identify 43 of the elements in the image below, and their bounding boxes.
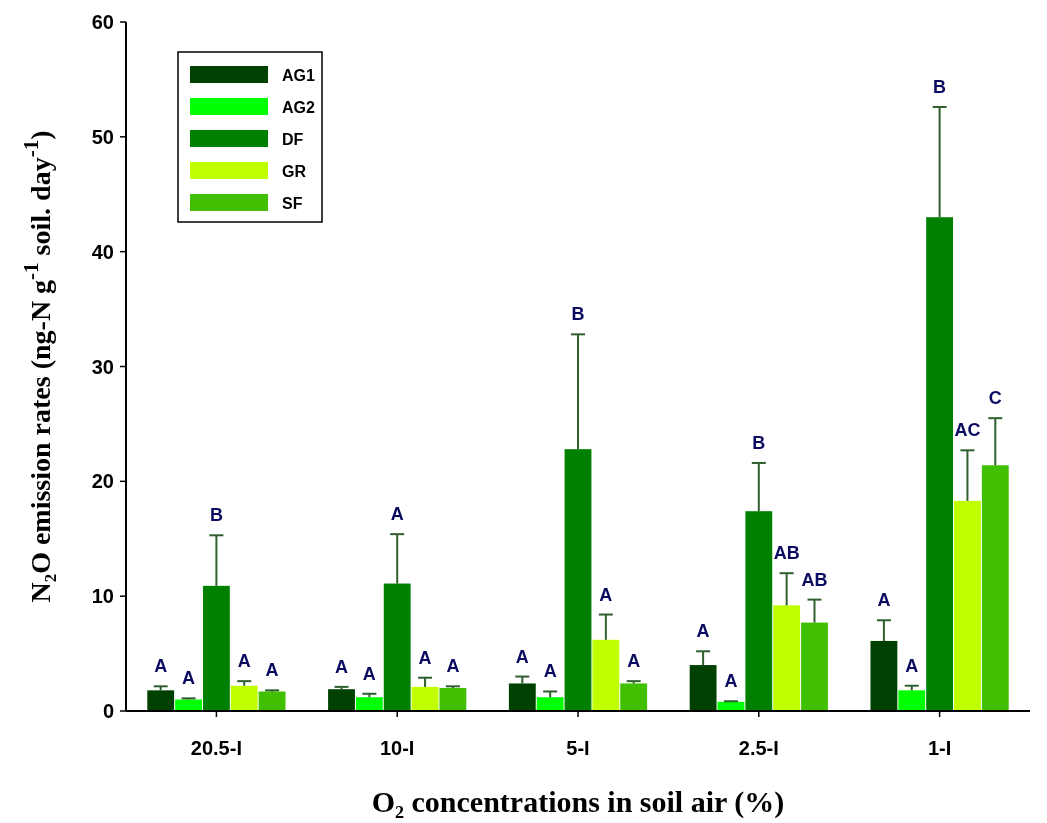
y-tick-label: 10 <box>91 585 114 608</box>
y-tick-label: 30 <box>91 355 114 378</box>
legend-label: GR <box>282 163 307 180</box>
annotation: AC <box>954 420 981 441</box>
annotation: B <box>209 505 223 526</box>
annotation: B <box>571 304 585 325</box>
annotation: A <box>418 647 432 668</box>
annotation: A <box>154 656 168 677</box>
legend-label: SF <box>282 195 303 212</box>
y-tick-label: 0 <box>102 700 114 722</box>
annotation: B <box>752 432 766 453</box>
annotation: A <box>335 656 349 677</box>
x-axis-title: O₂ concentrations in soil air (%) <box>371 785 785 819</box>
x-tick-label: 2.5-I <box>738 737 779 759</box>
legend-label: AG2 <box>282 99 315 116</box>
annotation: A <box>446 656 460 677</box>
y-tick-label: 50 <box>91 125 114 148</box>
annotation: A <box>877 590 891 611</box>
annotation: A <box>905 655 919 676</box>
annotation: A <box>724 671 738 692</box>
annotation: A <box>265 660 279 681</box>
legend-label: AG1 <box>282 67 315 84</box>
y-tick-label: 20 <box>91 470 114 493</box>
annotation: AB <box>773 543 800 564</box>
y-tick-label: 60 <box>91 11 114 33</box>
annotation: C <box>988 388 1002 409</box>
annotation: A <box>515 646 529 667</box>
x-tick-label: 10-I <box>379 737 415 759</box>
x-tick-label: 20.5-I <box>190 737 242 759</box>
annotation: A <box>696 621 710 642</box>
annotation: A <box>390 504 404 525</box>
x-tick-label: 1-I <box>927 737 952 759</box>
annotation: B <box>933 76 947 97</box>
x-tick-label: 5-I <box>566 737 590 759</box>
annotation: A <box>627 651 641 672</box>
y-tick-label: 40 <box>91 240 114 263</box>
legend-label: DF <box>282 131 304 148</box>
annotation: AB <box>801 569 828 590</box>
annotation: A <box>362 663 376 684</box>
annotation: A <box>599 584 613 605</box>
annotation: A <box>543 661 557 682</box>
annotation: A <box>182 668 196 689</box>
annotation: A <box>237 651 251 672</box>
